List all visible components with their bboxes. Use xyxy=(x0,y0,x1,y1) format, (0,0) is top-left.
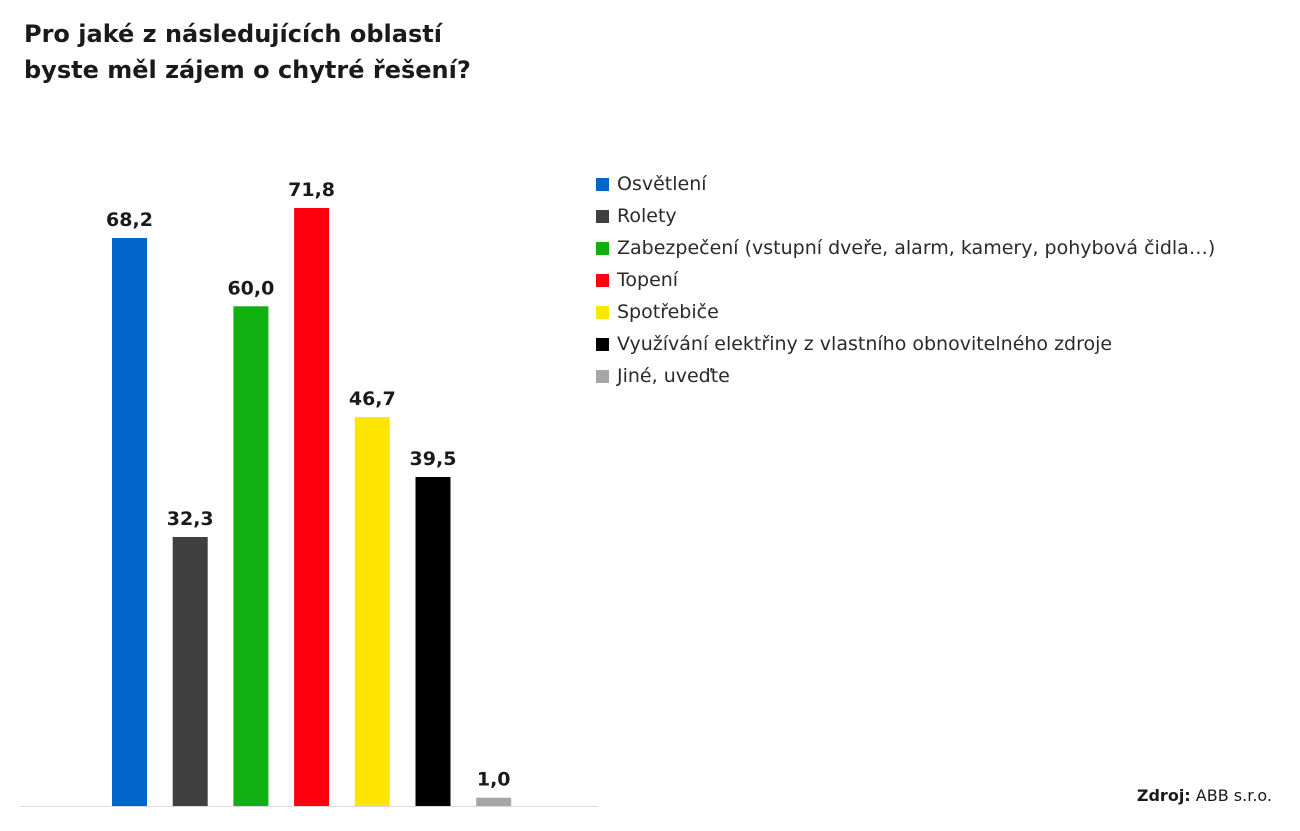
bar xyxy=(112,238,147,806)
bar xyxy=(294,208,330,806)
data-label: 32,3 xyxy=(167,508,214,530)
legend-swatch xyxy=(596,273,609,287)
bar xyxy=(172,537,208,806)
legend-label: Topení xyxy=(617,269,679,291)
bar xyxy=(476,797,512,806)
legend-label: Rolety xyxy=(617,205,677,227)
chart-legend: Osvětlení Rolety Zabezpečení (vstupní dv… xyxy=(596,168,1215,392)
legend-swatch xyxy=(596,337,609,351)
legend-swatch xyxy=(596,369,609,383)
legend-item: Jiné, uveďte xyxy=(596,360,1215,392)
legend-swatch xyxy=(596,209,609,223)
chart-title: Pro jaké z následujících oblastí byste m… xyxy=(24,16,471,88)
legend-label: Spotřebiče xyxy=(617,301,719,323)
bar-chart: 68,2 32,3 60,0 71,8 46,7 39,5 1,0 xyxy=(20,179,598,807)
data-label: 68,2 xyxy=(106,209,153,231)
legend-item: Topení xyxy=(596,264,1215,296)
legend-label: Využívání elektřiny z vlastního obnovite… xyxy=(617,333,1113,355)
legend-swatch xyxy=(596,305,609,319)
legend-label: Zabezpečení (vstupní dveře, alarm, kamer… xyxy=(617,237,1216,259)
bar xyxy=(233,306,269,806)
legend-label: Osvětlení xyxy=(617,173,707,195)
data-label: 71,8 xyxy=(288,179,335,201)
data-label: 39,5 xyxy=(410,448,457,470)
legend-item: Využívání elektřiny z vlastního obnovite… xyxy=(596,328,1215,360)
bar xyxy=(354,417,390,806)
data-label: 46,7 xyxy=(349,388,396,410)
legend-item: Spotřebiče xyxy=(596,296,1215,328)
legend-item: Osvětlení xyxy=(596,168,1215,200)
chart-title-line-2: byste měl zájem o chytré řešení? xyxy=(24,56,471,84)
source-note: Zdroj: ABB s.r.o. xyxy=(1137,786,1272,805)
legend-swatch xyxy=(596,241,609,255)
legend-label: Jiné, uveďte xyxy=(617,365,730,387)
data-label: 1,0 xyxy=(477,769,511,791)
legend-item: Rolety xyxy=(596,200,1215,232)
legend-swatch xyxy=(596,177,609,191)
legend-item: Zabezpečení (vstupní dveře, alarm, kamer… xyxy=(596,232,1215,264)
source-key: Zdroj: xyxy=(1136,786,1191,805)
data-label: 60,0 xyxy=(227,277,274,299)
chart-title-line-1: Pro jaké z následujících oblastí xyxy=(24,20,442,48)
bar xyxy=(415,477,451,806)
source-value: ABB s.r.o. xyxy=(1195,786,1272,805)
